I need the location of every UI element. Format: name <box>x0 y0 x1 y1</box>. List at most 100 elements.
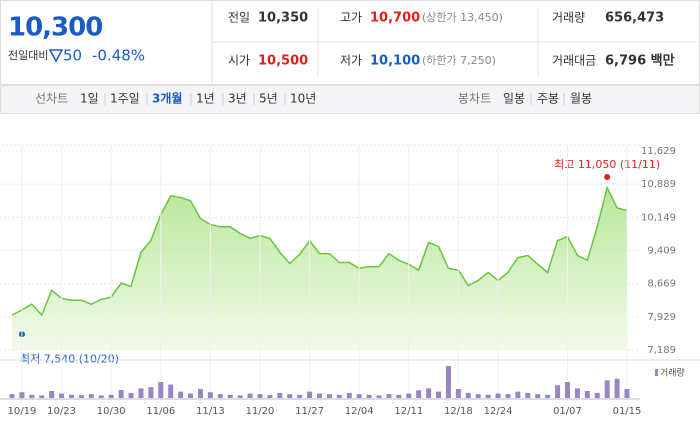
x-tick-label: 10/23 <box>47 406 76 417</box>
volume-bar <box>267 395 273 398</box>
tab[interactable]: 월봉 <box>570 92 592 106</box>
volume-bar <box>366 394 372 398</box>
volume-bar <box>39 395 45 398</box>
stat-label: 전일 <box>228 11 250 25</box>
stat-value: 6,796 백만 <box>605 53 675 69</box>
y-tick-label: 7,929 <box>647 312 676 323</box>
stat-label: 고가 <box>340 11 362 25</box>
volume-bar <box>158 382 164 398</box>
volume-bar <box>197 389 203 398</box>
stat-label: 저가 <box>340 54 362 68</box>
volume-bar <box>277 392 283 398</box>
tab[interactable]: 5년 <box>259 92 278 106</box>
annotation-dot <box>604 173 611 180</box>
volume-bar <box>416 390 422 398</box>
volume-bar <box>98 395 104 398</box>
volume-bar <box>346 392 352 398</box>
volume-bar <box>386 394 392 398</box>
tab-group-label: 봉차트 <box>458 92 491 106</box>
volume-bar <box>287 394 293 398</box>
x-tick-label: 12/04 <box>345 406 374 417</box>
volume-bar <box>188 393 194 398</box>
stat-value: 10,700 <box>370 11 420 26</box>
legend-swatch <box>655 369 658 376</box>
volume-bar <box>475 394 481 398</box>
area-fill <box>12 187 627 350</box>
volume-bar <box>436 391 442 398</box>
stat-note: (하한가 7,250) <box>422 53 496 67</box>
tab[interactable]: 일봉 <box>503 92 525 106</box>
x-tick-label: 10/19 <box>8 406 37 417</box>
price-line <box>11 185 628 317</box>
volume-bar <box>237 395 243 398</box>
volume-bar <box>88 394 94 398</box>
stat-label: 거래대금 <box>552 54 596 68</box>
y-tick-label: 9,409 <box>647 246 676 257</box>
y-tick-label: 8,669 <box>647 279 676 290</box>
tab-group-label: 선차트 <box>35 92 68 106</box>
volume-bar <box>118 390 124 398</box>
volume-bar <box>505 394 511 398</box>
x-tick-label: 11/13 <box>196 406 225 417</box>
stat-label: 거래량 <box>552 11 585 25</box>
volume-bar <box>227 394 233 398</box>
volume-bar <box>19 392 25 398</box>
volume-bar <box>564 382 570 398</box>
volume-bar <box>49 390 55 398</box>
y-tick-label: 10,889 <box>641 179 676 190</box>
tab[interactable]: 1년 <box>196 92 215 106</box>
tab[interactable]: 10년 <box>290 92 316 106</box>
down-icon <box>48 49 64 63</box>
volume-bar <box>406 393 412 398</box>
change: 50 <box>63 47 82 65</box>
volume-bar <box>445 366 451 398</box>
volume-bar <box>297 394 303 398</box>
volume-bar <box>535 394 541 398</box>
stat-value: 10,100 <box>370 54 420 69</box>
volume-bar <box>29 394 35 398</box>
annotation: 최저 7,540 (10/20) <box>20 352 119 365</box>
change-label: 전일대비 <box>8 48 48 62</box>
tab[interactable]: 1주일 <box>110 92 140 106</box>
tab[interactable]: 3개월 <box>152 91 182 106</box>
legend-label: 거래량 <box>660 367 685 379</box>
volume-bar <box>614 378 620 398</box>
x-tick-label: 11/27 <box>295 406 324 417</box>
volume-bar <box>604 380 610 398</box>
volume-bar <box>376 395 382 398</box>
tab[interactable]: 1일 <box>80 92 99 106</box>
volume-bar <box>396 394 402 398</box>
x-tick-label: 11/20 <box>246 406 275 417</box>
tab[interactable]: 주봉 <box>537 92 559 106</box>
y-tick-label: 7,189 <box>647 345 676 356</box>
volume-bar <box>594 392 600 398</box>
volume-bar <box>9 394 15 398</box>
x-tick-label: 11/06 <box>146 406 175 417</box>
volume-bar <box>69 394 75 398</box>
volume-bar <box>485 394 491 398</box>
volume-bar <box>217 394 223 398</box>
volume-bar <box>128 392 134 398</box>
volume-bar <box>317 393 322 398</box>
volume-bar <box>307 391 313 398</box>
volume-bar <box>525 392 531 398</box>
x-tick-label: 12/24 <box>484 406 513 417</box>
volume-bar <box>178 391 184 398</box>
x-tick-label: 10/30 <box>97 406 126 417</box>
x-tick-label: 01/07 <box>553 406 582 417</box>
stat-label: 시가 <box>228 54 250 68</box>
volume-bar <box>78 395 84 398</box>
stat-value: 10,500 <box>258 54 308 69</box>
volume-bar <box>465 392 471 398</box>
volume-bar <box>495 393 501 398</box>
volume-bar <box>257 394 263 398</box>
x-tick-label: 12/18 <box>444 406 473 417</box>
change-pct: -0.48% <box>92 47 145 65</box>
volume-bar <box>138 388 144 398</box>
volume-bar <box>574 388 580 398</box>
stat-value: 10,350 <box>258 11 308 26</box>
volume-bar <box>515 391 521 398</box>
x-tick-label: 01/15 <box>613 406 642 417</box>
tab[interactable]: 3년 <box>228 92 247 106</box>
